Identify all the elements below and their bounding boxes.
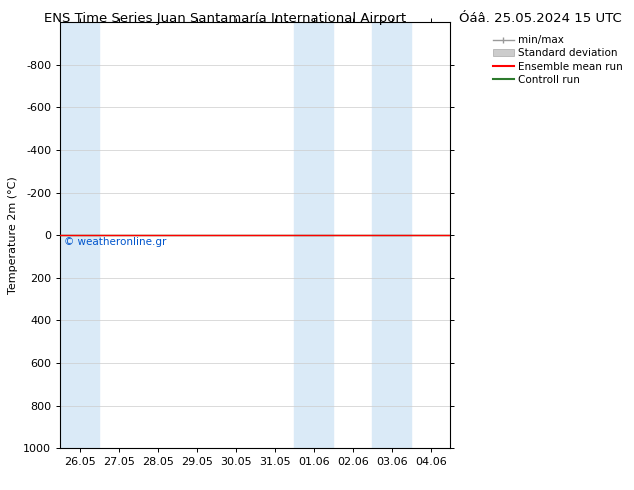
Bar bbox=[294, 22, 333, 448]
Text: © weatheronline.gr: © weatheronline.gr bbox=[64, 237, 167, 247]
Text: Óáâ. 25.05.2024 15 UTC: Óáâ. 25.05.2024 15 UTC bbox=[458, 12, 621, 25]
Bar bbox=[60, 22, 99, 448]
Text: ENS Time Series Juan Santamaría International Airport: ENS Time Series Juan Santamaría Internat… bbox=[44, 12, 406, 25]
Bar bbox=[372, 22, 411, 448]
Legend: min/max, Standard deviation, Ensemble mean run, Controll run: min/max, Standard deviation, Ensemble me… bbox=[489, 32, 626, 88]
Y-axis label: Temperature 2m (°C): Temperature 2m (°C) bbox=[8, 176, 18, 294]
